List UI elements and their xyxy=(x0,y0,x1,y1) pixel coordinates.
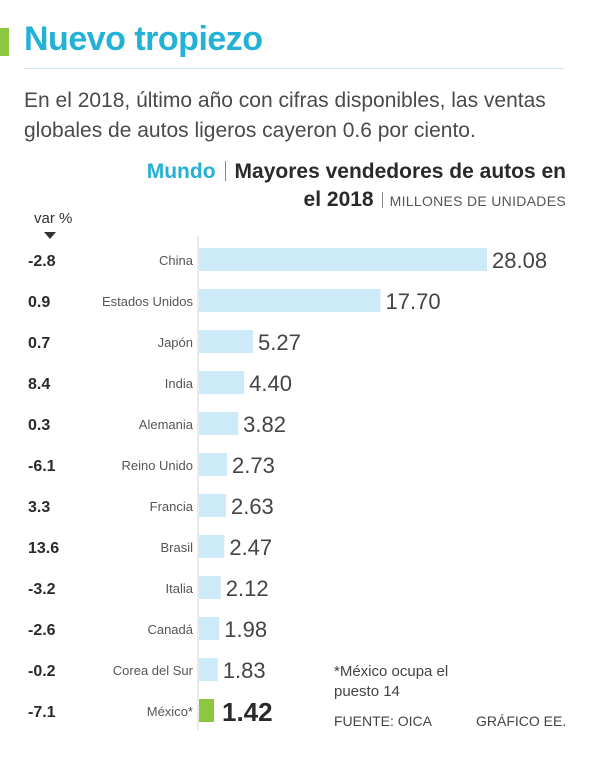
separator xyxy=(224,161,226,181)
var-pct-label: 8.4 xyxy=(28,376,50,393)
chart-subtitle-line1: Mundo Mayores vendedores de autos en xyxy=(147,160,566,184)
intro-text: En el 2018, último año con cifras dispon… xyxy=(24,89,546,142)
bar-8 xyxy=(199,576,221,599)
bar-6 xyxy=(199,494,226,517)
data-label: 28.08 xyxy=(492,248,547,273)
data-label: 1.83 xyxy=(223,658,266,683)
category-label: Estados Unidos xyxy=(102,294,194,309)
var-pct-label: -6.1 xyxy=(28,458,56,475)
bar-9 xyxy=(199,617,220,640)
bar-5 xyxy=(199,453,227,476)
category-label: Japón xyxy=(158,335,193,350)
bar-4 xyxy=(199,412,239,435)
var-pct-label: 0.7 xyxy=(28,335,50,352)
category-label: Francia xyxy=(150,499,194,514)
var-pct-label: -3.2 xyxy=(28,581,56,598)
bar-2 xyxy=(199,330,254,353)
bar-11 xyxy=(199,699,214,722)
data-label: 2.47 xyxy=(229,535,272,560)
category-label: Corea del Sur xyxy=(113,663,194,678)
var-pct-label: 13.6 xyxy=(28,540,59,557)
down-arrow-icon xyxy=(44,232,56,239)
region-label: Mundo xyxy=(146,160,216,183)
var-pct-label: -0.2 xyxy=(28,663,56,680)
var-pct-label: 3.3 xyxy=(28,499,50,516)
category-label: China xyxy=(159,253,194,268)
bar-0 xyxy=(199,248,487,271)
data-label: 5.27 xyxy=(258,330,301,355)
accent-bar xyxy=(0,28,9,56)
var-column-header: var % xyxy=(34,210,73,227)
data-label: 2.73 xyxy=(232,453,275,478)
data-label: 3.82 xyxy=(243,412,286,437)
source-label: FUENTE: OICA xyxy=(334,713,433,729)
var-pct-label: 0.3 xyxy=(28,417,50,434)
var-pct-label: 0.9 xyxy=(28,294,50,311)
data-label: 2.12 xyxy=(226,576,269,601)
category-label: México* xyxy=(147,704,193,719)
var-pct-label: -2.6 xyxy=(28,622,56,639)
footnote: *México ocupa el puesto 14 xyxy=(334,663,449,700)
category-label: Italia xyxy=(166,581,194,596)
category-label: Brasil xyxy=(160,540,193,555)
bar-10 xyxy=(199,658,218,681)
data-label: 1.98 xyxy=(224,617,267,642)
data-label: 2.63 xyxy=(231,494,274,519)
category-label: Canadá xyxy=(147,622,193,637)
separator xyxy=(381,192,383,208)
var-pct-label: -7.1 xyxy=(28,704,56,721)
data-label: 4.40 xyxy=(249,371,292,396)
chart-title-line1: Mayores vendedores de autos en xyxy=(234,160,566,183)
category-label: Reino Unido xyxy=(121,458,193,473)
page-title: Nuevo tropiezo xyxy=(24,20,263,58)
chart-subtitle-line2: el 2018 MILLONES DE UNIDADES xyxy=(304,188,566,212)
var-pct-label: -2.8 xyxy=(28,253,56,270)
data-label: 17.70 xyxy=(386,289,441,314)
data-label: 1.42 xyxy=(222,697,273,727)
credit-label: GRÁFICO EE. xyxy=(476,713,567,729)
title-divider xyxy=(24,68,564,69)
bar-7 xyxy=(199,535,225,558)
units-label: MILLONES DE UNIDADES xyxy=(389,193,566,209)
bar-3 xyxy=(199,371,245,394)
category-label: India xyxy=(165,376,194,391)
chart-title-line2: el 2018 xyxy=(303,188,374,211)
bar-1 xyxy=(199,289,381,312)
category-label: Alemania xyxy=(139,417,194,432)
